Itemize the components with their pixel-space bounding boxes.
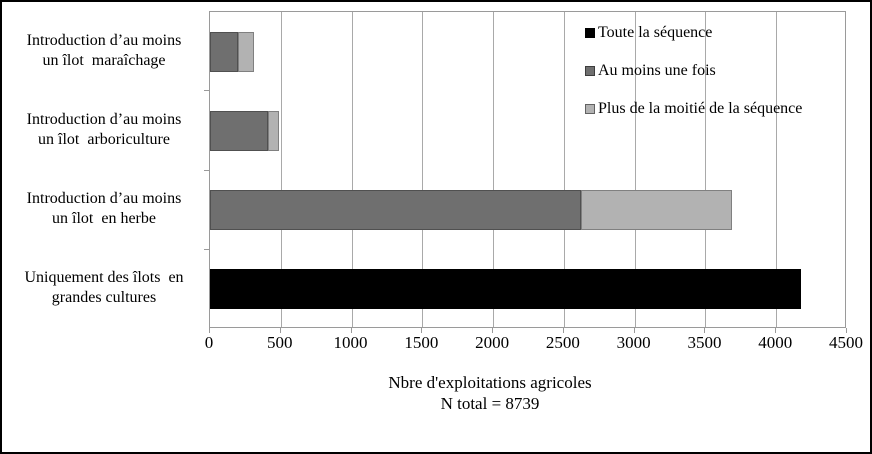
x-axis-tick-label: 500 <box>267 333 293 352</box>
x-axis-tick <box>350 328 352 333</box>
legend-item: Toute la séquence <box>585 23 802 43</box>
legend-swatch-icon <box>585 28 595 38</box>
legend-label: Au moins une fois <box>598 62 716 79</box>
bar-segment <box>210 190 581 231</box>
x-axis-tick <box>846 328 847 333</box>
y-axis-tick <box>204 90 209 92</box>
legend-swatch-icon <box>585 104 595 114</box>
x-axis-tick-label: 3000 <box>616 333 651 352</box>
bar-segment <box>238 31 254 72</box>
category-label: Introduction d’au moins un îlot arboricu… <box>26 110 182 148</box>
x-axis-tick-label: 2500 <box>545 333 580 352</box>
y-axis-tick <box>204 169 209 171</box>
bar-segment <box>210 269 801 310</box>
gridline <box>351 12 353 327</box>
bar-segment <box>210 110 269 151</box>
x-axis-tick <box>209 328 210 333</box>
x-axis-tick <box>775 328 777 333</box>
x-axis-title: Nbre d'exploitations agricoles N total =… <box>240 372 740 414</box>
gridline <box>563 12 565 327</box>
gridline <box>493 12 495 327</box>
x-axis-tick-label: 0 <box>204 333 214 352</box>
gridline <box>705 12 707 327</box>
x-axis-tick <box>562 328 564 333</box>
x-axis-title-line-1: Nbre d'exploitations agricoles <box>388 373 592 392</box>
gridline <box>280 12 282 327</box>
legend-label: Plus de la moitié de la séquence <box>598 100 803 117</box>
legend-item: Au moins une fois <box>585 61 802 81</box>
x-axis-tick <box>421 328 423 333</box>
legend-label: Toute la séquence <box>598 24 713 41</box>
y-axis-tick <box>204 248 209 250</box>
x-axis-tick-label: 4500 <box>829 333 863 352</box>
legend-swatch-icon <box>585 66 595 76</box>
x-axis-tick-label: 3500 <box>687 333 722 352</box>
gridline <box>634 12 636 327</box>
category-label: Introduction d’au moins un îlot en herbe <box>26 190 182 228</box>
x-axis-tick <box>279 328 281 333</box>
bar-segment <box>210 31 239 72</box>
bar-segment <box>268 110 280 151</box>
x-axis-tick <box>704 328 706 333</box>
bar-segment <box>580 190 733 231</box>
category-label: Introduction d’au moins un îlot maraîcha… <box>26 31 182 69</box>
x-axis-tick-label: 2000 <box>475 333 510 352</box>
gridline <box>422 12 424 327</box>
x-axis-title-line-2: N total = 8739 <box>440 394 540 413</box>
x-axis-tick-label: 1000 <box>333 333 368 352</box>
x-axis-tick <box>492 328 494 333</box>
plot-area <box>209 11 846 328</box>
x-axis-tick <box>633 328 635 333</box>
x-axis-tick-label: 1500 <box>404 333 439 352</box>
category-label: Uniquement des îlots en grandes cultures <box>24 269 184 307</box>
gridline <box>776 12 778 327</box>
x-axis-tick-label: 4000 <box>758 333 793 352</box>
legend: Toute la séquence Au moins une fois Plus… <box>585 23 802 119</box>
legend-item: Plus de la moitié de la séquence <box>585 99 802 119</box>
